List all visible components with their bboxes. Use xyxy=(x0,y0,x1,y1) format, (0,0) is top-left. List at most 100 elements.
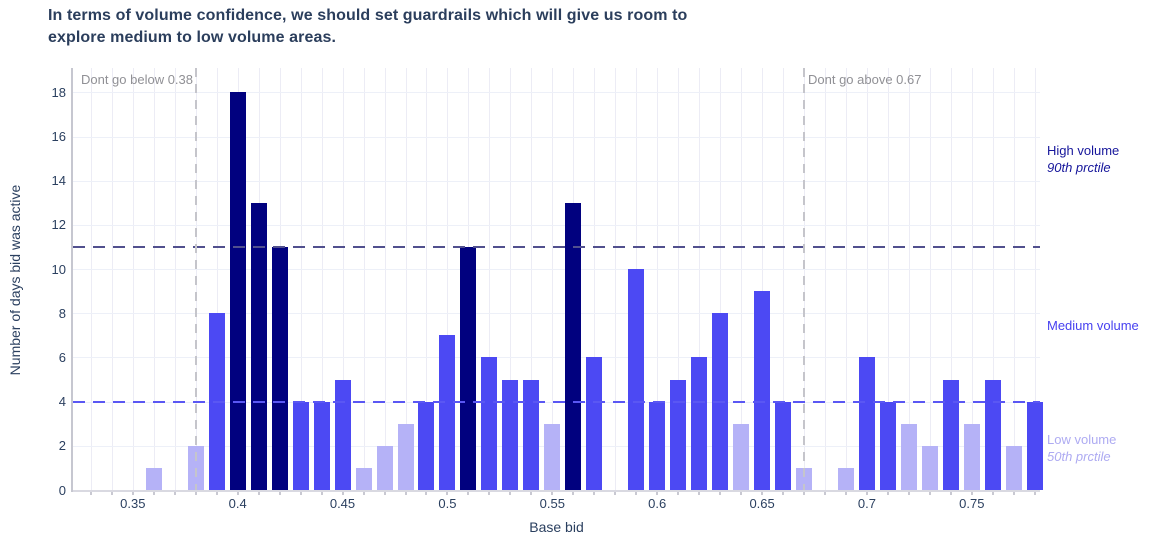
x-axis-tick xyxy=(341,491,344,495)
bar[interactable] xyxy=(355,467,372,490)
x-axis-tick xyxy=(677,491,680,495)
horizontal-gridline xyxy=(73,180,1040,182)
bar[interactable] xyxy=(334,379,351,490)
vertical-gridline xyxy=(363,68,365,490)
vertical-gridline xyxy=(1034,68,1036,490)
vertical-gridline xyxy=(531,68,533,490)
bar[interactable] xyxy=(754,291,771,490)
vertical-gridline xyxy=(552,68,554,490)
x-axis-tick xyxy=(236,491,239,495)
bar[interactable] xyxy=(963,423,980,490)
bar[interactable] xyxy=(691,357,708,490)
bar[interactable] xyxy=(418,401,435,490)
x-axis-tick xyxy=(173,491,176,495)
vertical-gridline xyxy=(90,68,92,490)
x-axis-tick xyxy=(110,491,113,495)
bar[interactable] xyxy=(586,357,603,490)
zone-label-low-line1: Low volume xyxy=(1047,432,1117,447)
bar[interactable] xyxy=(942,379,959,490)
bar[interactable] xyxy=(565,202,582,490)
vertical-gridline xyxy=(300,68,302,490)
vertical-gridline xyxy=(174,68,176,490)
bar[interactable] xyxy=(271,247,288,490)
vertical-gridline xyxy=(132,68,134,490)
bar[interactable] xyxy=(460,247,477,490)
x-axis-tick xyxy=(572,491,575,495)
bar[interactable] xyxy=(984,379,1001,490)
x-axis-tick xyxy=(698,491,701,495)
x-axis-tick xyxy=(362,491,365,495)
bar[interactable] xyxy=(376,445,393,490)
bar[interactable] xyxy=(775,401,791,490)
lower-guardrail-annotation: Dont go below 0.38 xyxy=(80,72,193,87)
y-axis-title: Number of days bid was active xyxy=(7,184,23,376)
x-axis-tick xyxy=(488,491,491,495)
x-axis-tick xyxy=(278,491,281,495)
x-axis-tick xyxy=(845,491,847,495)
x-axis-title: Base bid xyxy=(529,519,584,535)
x-axis-tick xyxy=(614,491,617,495)
vertical-gridline xyxy=(825,68,826,490)
x-axis-tick xyxy=(782,491,784,495)
x-axis-tick xyxy=(761,491,764,495)
vertical-gridline xyxy=(384,68,386,490)
x-axis-tick xyxy=(530,491,533,495)
y-tick-label: 12 xyxy=(51,217,66,233)
bar[interactable] xyxy=(439,335,456,490)
bar[interactable] xyxy=(397,423,414,490)
chart-title-line2: explore medium to low volume areas. xyxy=(48,29,337,46)
high-volume-threshold-line xyxy=(73,246,1040,248)
bar[interactable] xyxy=(481,357,498,490)
low-volume-threshold-line xyxy=(73,400,1040,403)
x-tick-label: 0.65 xyxy=(749,496,775,511)
bar[interactable] xyxy=(628,269,645,490)
bar[interactable] xyxy=(921,445,938,490)
x-axis-tick xyxy=(970,491,973,495)
x-axis-tick xyxy=(740,491,743,495)
bar[interactable] xyxy=(292,401,309,490)
x-axis-tick xyxy=(719,491,722,495)
x-axis-tick xyxy=(928,491,931,495)
lower-guardrail-line xyxy=(194,68,197,490)
vertical-gridline xyxy=(1013,68,1015,490)
bar[interactable] xyxy=(649,401,666,490)
vertical-gridline xyxy=(510,68,512,490)
y-tick-label: 8 xyxy=(58,305,66,321)
bar[interactable] xyxy=(523,379,540,490)
vertical-gridline xyxy=(678,68,680,490)
bar[interactable] xyxy=(1026,401,1043,490)
bar[interactable] xyxy=(879,401,896,490)
x-axis-tick xyxy=(1012,491,1015,495)
x-axis-tick xyxy=(257,491,260,495)
bar[interactable] xyxy=(502,379,519,490)
bar[interactable] xyxy=(858,357,875,490)
bar[interactable] xyxy=(229,92,246,490)
x-tick-label: 0.55 xyxy=(539,496,565,511)
x-axis-tick xyxy=(89,491,92,495)
x-axis-tick xyxy=(446,491,449,495)
x-axis-tick xyxy=(1033,491,1036,495)
vertical-gridline xyxy=(992,68,994,490)
bar[interactable] xyxy=(250,202,267,490)
bar[interactable] xyxy=(838,467,854,490)
horizontal-gridline xyxy=(73,224,1040,226)
x-axis-tick xyxy=(991,491,994,495)
bar[interactable] xyxy=(1005,445,1022,490)
horizontal-gridline xyxy=(73,269,1040,271)
zone-label-high-volume: High volume 90th prctile xyxy=(1047,142,1119,176)
horizontal-gridline xyxy=(73,136,1040,138)
x-tick-label: 0.6 xyxy=(648,496,667,511)
bar[interactable] xyxy=(670,379,687,490)
bar[interactable] xyxy=(544,423,561,490)
x-tick-label: 0.35 xyxy=(120,496,146,511)
x-axis-tick xyxy=(215,491,218,495)
bar[interactable] xyxy=(313,401,330,490)
bar[interactable] xyxy=(900,423,917,490)
vertical-gridline xyxy=(866,68,868,490)
bar[interactable] xyxy=(145,467,162,490)
vertical-gridline xyxy=(887,68,889,490)
bar[interactable] xyxy=(733,423,750,490)
x-axis-tick xyxy=(593,491,596,495)
vertical-gridline xyxy=(762,68,764,490)
